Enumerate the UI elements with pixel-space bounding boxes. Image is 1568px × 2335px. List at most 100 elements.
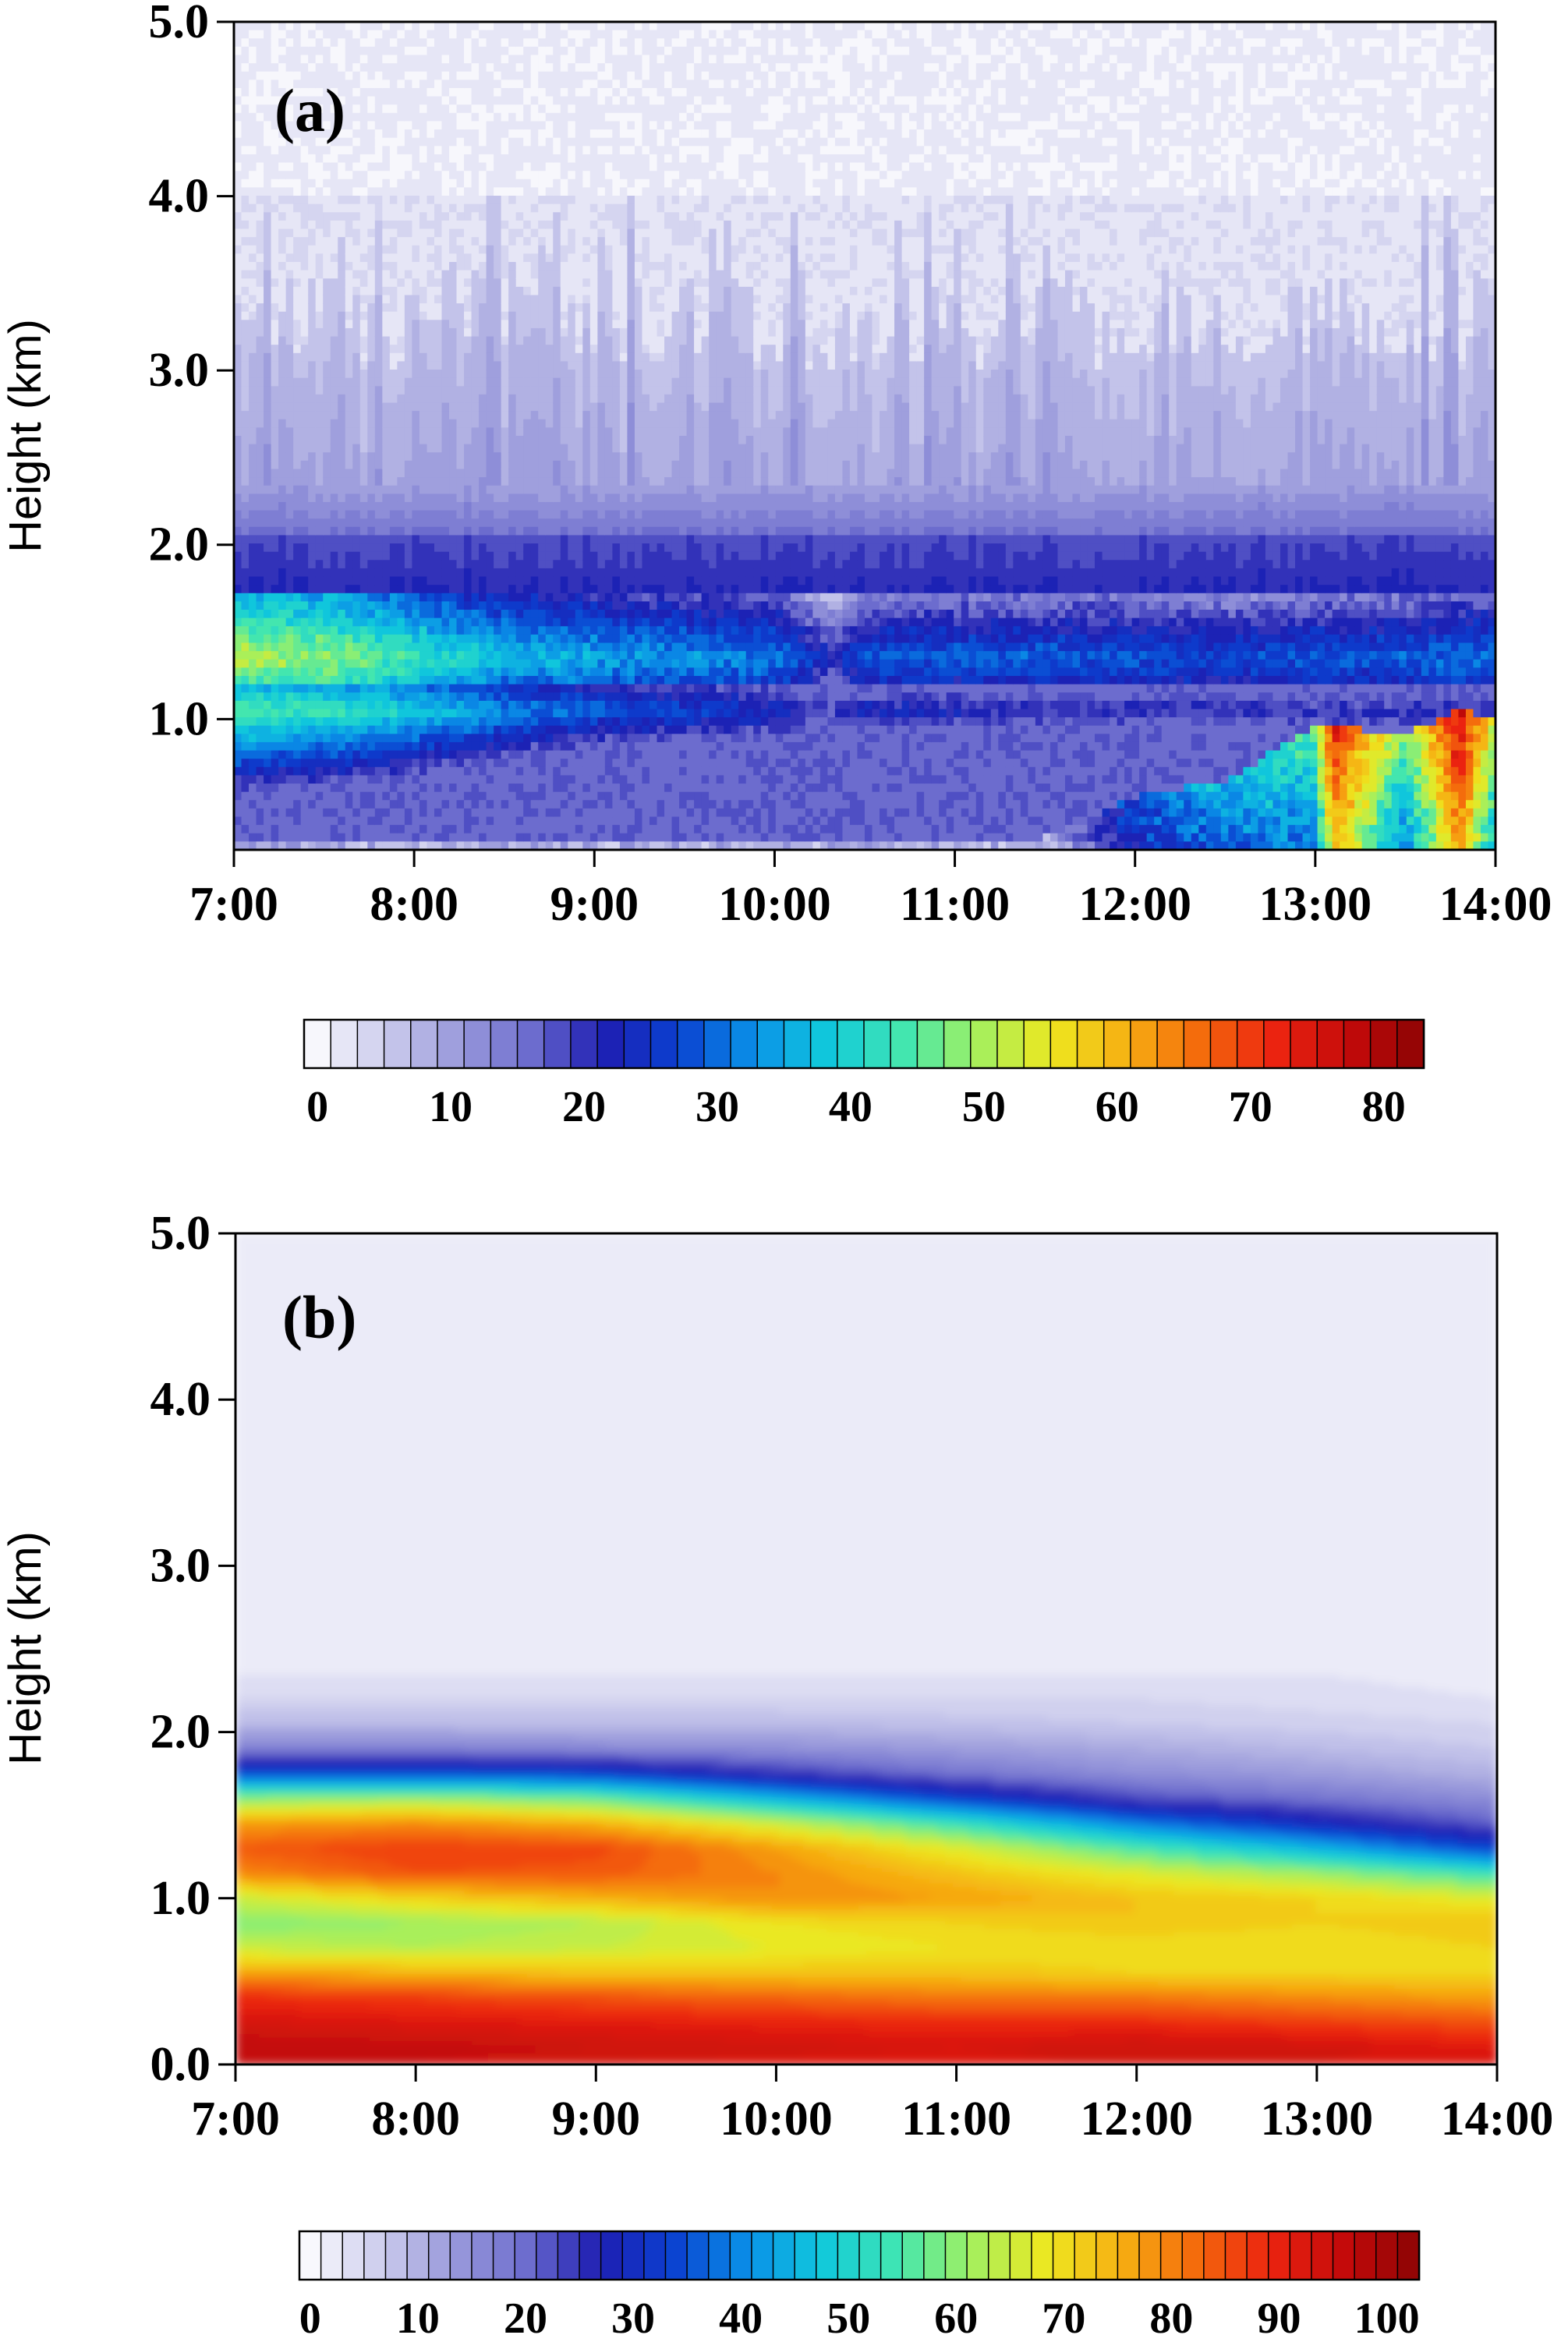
- heatmap-cell: [434, 38, 443, 48]
- heatmap-cell: [249, 568, 257, 578]
- heatmap-cell: [323, 659, 331, 668]
- heatmap-cell: [508, 576, 517, 586]
- heatmap-cell: [308, 526, 317, 536]
- heatmap-cell: [456, 22, 465, 31]
- heatmap-cell: [419, 187, 428, 196]
- heatmap-cell: [589, 203, 598, 213]
- heatmap-cell: [278, 535, 287, 544]
- heatmap-cell: [382, 146, 391, 155]
- heatmap-cell: [285, 427, 294, 437]
- heatmap-cell: [589, 71, 598, 80]
- heatmap-cell: [300, 22, 309, 31]
- heatmap-cell: [508, 146, 517, 155]
- heatmap-cell: [589, 626, 598, 635]
- heatmap-cell: [397, 212, 405, 221]
- heatmap-cell: [582, 220, 591, 230]
- heatmap-cell: [575, 576, 583, 586]
- heatmap-cell: [345, 377, 353, 387]
- heatmap-cell: [285, 303, 294, 313]
- heatmap-cell: [249, 121, 257, 130]
- heatmap-cell: [315, 112, 324, 122]
- heatmap-cell: [560, 220, 568, 230]
- heatmap-cell: [515, 270, 524, 279]
- heatmap-cell: [501, 469, 509, 478]
- heatmap-cell: [359, 137, 368, 147]
- heatmap-cell: [278, 411, 287, 420]
- heatmap-cell: [389, 245, 398, 254]
- heatmap-cell: [538, 46, 547, 56]
- heatmap-cell: [374, 469, 383, 478]
- heatmap-cell: [464, 38, 473, 48]
- heatmap-cell: [397, 659, 405, 668]
- heatmap-cell: [241, 659, 250, 668]
- heatmap-cell: [434, 759, 443, 768]
- heatmap-cell: [285, 759, 294, 768]
- heatmap-cell: [479, 642, 487, 652]
- heatmap-cell: [278, 734, 287, 743]
- heatmap-cell: [501, 286, 509, 296]
- heatmap-cell: [404, 659, 413, 668]
- heatmap-cell: [508, 370, 517, 379]
- heatmap-cell: [575, 171, 583, 180]
- heatmap-cell: [530, 112, 539, 122]
- heatmap-cell: [471, 485, 480, 494]
- heatmap-cell: [323, 253, 331, 263]
- heatmap-cell: [256, 253, 264, 263]
- heatmap-cell: [323, 452, 331, 462]
- heatmap-cell: [352, 469, 361, 478]
- heatmap-cell: [285, 370, 294, 379]
- heatmap-cell: [508, 816, 517, 826]
- heatmap-cell: [568, 386, 576, 395]
- heatmap-cell: [508, 261, 517, 271]
- heatmap-cell: [241, 700, 250, 710]
- heatmap-cell: [315, 394, 324, 404]
- heatmap-cell: [278, 22, 287, 31]
- heatmap-cell: [486, 261, 494, 271]
- heatmap-cell: [545, 651, 554, 660]
- heatmap-cell: [315, 477, 324, 486]
- heatmap-cell: [589, 634, 598, 644]
- heatmap-cell: [412, 841, 420, 850]
- heatmap-cell: [582, 617, 591, 627]
- heatmap-cell: [278, 518, 287, 528]
- heatmap-cell: [271, 162, 279, 172]
- heatmap-cell: [293, 717, 302, 727]
- heatmap-cell: [241, 352, 250, 363]
- heatmap-cell: [389, 121, 398, 130]
- heatmap-cell: [568, 460, 576, 470]
- heatmap-cell: [575, 659, 583, 668]
- heatmap-cell: [359, 444, 368, 453]
- heatmap-cell: [597, 576, 606, 586]
- heatmap-cell: [241, 576, 250, 586]
- heatmap-cell: [271, 452, 279, 462]
- heatmap-cell: [338, 610, 346, 619]
- heatmap-cell: [293, 171, 302, 180]
- heatmap-cell: [471, 775, 480, 784]
- heatmap-cell: [589, 452, 598, 462]
- heatmap-cell: [389, 327, 398, 338]
- heatmap-cell: [345, 220, 353, 230]
- heatmap-cell: [323, 419, 331, 428]
- heatmap-cell: [508, 278, 517, 288]
- heatmap-cell: [456, 402, 465, 412]
- heatmap-cell: [293, 121, 302, 130]
- heatmap-cell: [382, 759, 391, 768]
- heatmap-cell: [367, 610, 376, 619]
- heatmap-cell: [256, 436, 264, 445]
- heatmap-cell: [323, 667, 331, 677]
- heatmap-cell: [486, 154, 494, 164]
- heatmap-cell: [434, 320, 443, 329]
- heatmap-cell: [449, 759, 458, 768]
- heatmap-cell: [308, 452, 317, 462]
- heatmap-cell: [508, 411, 517, 420]
- heatmap-cell: [568, 510, 576, 519]
- heatmap-cell: [553, 55, 561, 64]
- heatmap-cell: [589, 112, 598, 122]
- heatmap-cell: [419, 22, 428, 31]
- heatmap-cell: [367, 419, 376, 428]
- heatmap-cell: [249, 411, 257, 420]
- heatmap-cell: [300, 370, 309, 379]
- heatmap-cell: [345, 30, 353, 39]
- heatmap-cell: [494, 320, 502, 329]
- heatmap-cell: [486, 63, 494, 73]
